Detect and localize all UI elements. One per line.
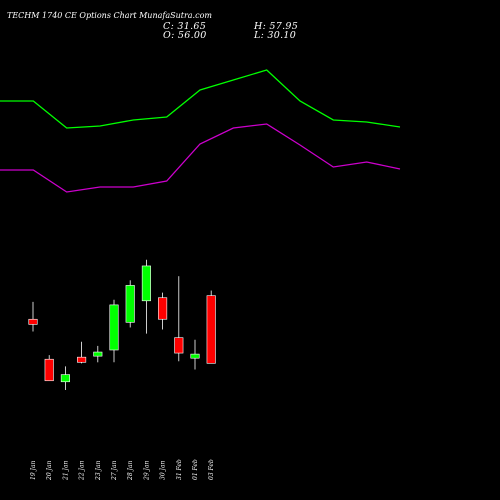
x-tick-label: 30 Jan	[160, 460, 167, 480]
candle-4	[77, 341, 87, 364]
upper-band-line	[0, 69, 401, 129]
x-tick-label: 23 Jan	[95, 460, 102, 481]
candle-2	[44, 355, 54, 382]
candle-6	[109, 299, 119, 363]
x-tick-label: 03 Feb	[208, 459, 215, 480]
candle-8	[141, 259, 151, 334]
x-tick-label: 31 Feb	[176, 459, 183, 480]
candle-body-up	[109, 304, 119, 351]
x-tick-label: 01 Feb	[192, 459, 199, 480]
close-value: C: 31.65	[163, 21, 207, 32]
x-axis-labels: 19 Jan 20 Jan 21 Jan 22 Jan 23 Jan 27 Jan 28 J…	[30, 459, 215, 481]
lower-band-line	[0, 123, 401, 193]
candle-10	[174, 276, 184, 362]
high-value: H: 57.95	[254, 21, 299, 32]
x-tick-label: 27 Jan	[111, 460, 118, 481]
candle-11	[190, 339, 200, 370]
candle-body-up	[125, 285, 135, 323]
candle-7	[125, 280, 135, 328]
x-tick-label: 22 Jan	[79, 460, 86, 481]
candles-layer	[28, 259, 216, 390]
x-tick-label: 28 Jan	[127, 460, 134, 481]
candle-body-down	[174, 337, 184, 354]
candle-body-down	[44, 358, 54, 382]
candle-1	[28, 301, 38, 332]
candle-body-down	[77, 356, 87, 363]
open-value: O: 56.00	[163, 30, 207, 41]
x-tick-label: 20 Jan	[46, 460, 53, 481]
candle-body-up	[190, 353, 200, 359]
x-tick-label: 21 Jan	[62, 460, 69, 481]
candle-12	[206, 290, 216, 364]
x-tick-label: 19 Jan	[30, 460, 37, 480]
candle-body-up	[93, 351, 103, 357]
candle-5	[93, 345, 103, 363]
bands-layer	[0, 69, 401, 193]
candle-body-down	[206, 295, 216, 364]
chart-title: TECHM 1740 CE Options Chart MunafaSutra.…	[7, 11, 212, 20]
candle-body-up	[60, 374, 70, 383]
low-value: L: 30.10	[254, 30, 297, 41]
candle-3	[60, 366, 70, 390]
candle-body-down	[28, 318, 38, 325]
candle-9	[158, 292, 168, 330]
candle-body-up	[141, 265, 151, 302]
candle-body-down	[158, 297, 168, 320]
x-tick-label: 29 Jan	[143, 460, 150, 481]
